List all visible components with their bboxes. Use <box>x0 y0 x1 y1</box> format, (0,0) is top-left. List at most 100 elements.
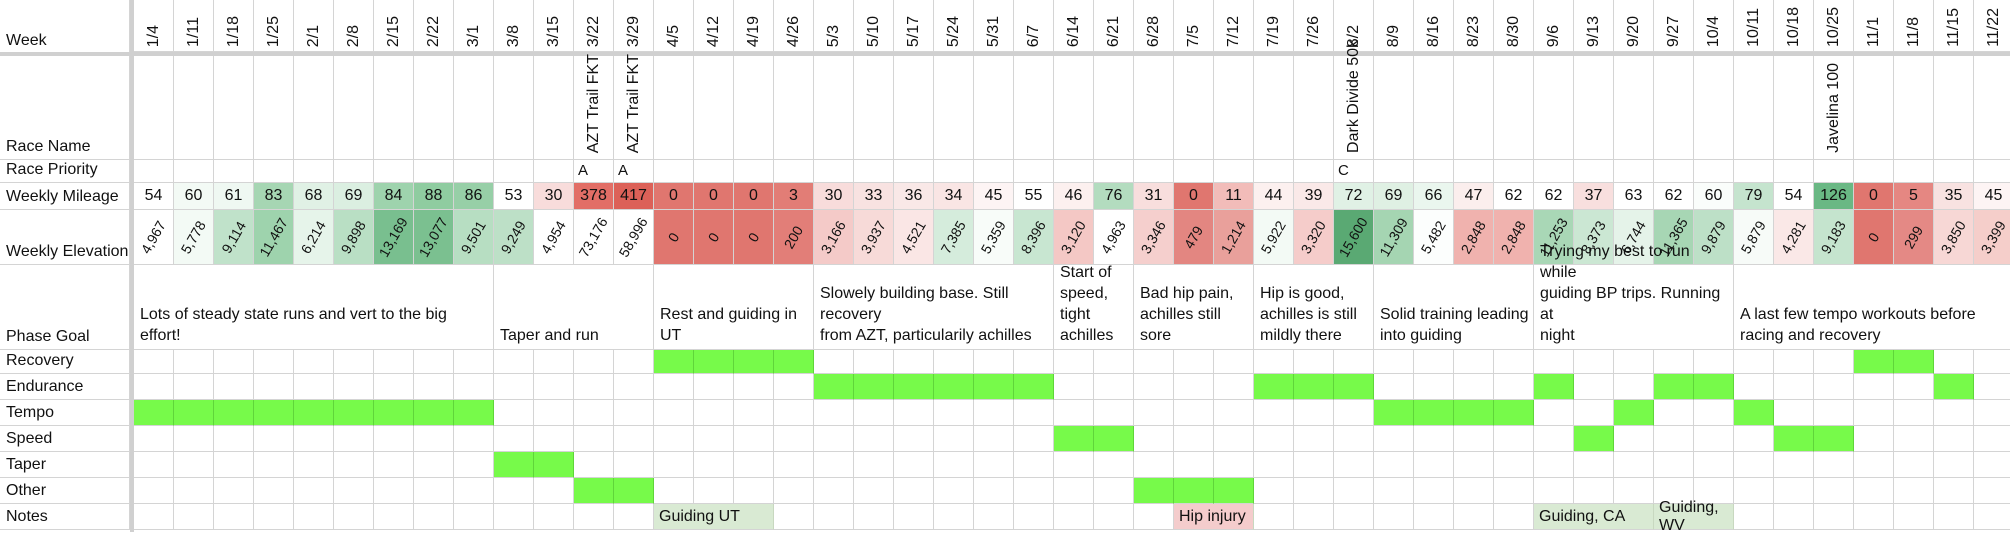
phase-speed-cell[interactable] <box>1614 426 1654 452</box>
phase-other-cell[interactable] <box>534 478 574 504</box>
weekly-mileage-cell[interactable]: 417 <box>614 183 654 210</box>
phase-other-cell[interactable] <box>1814 478 1854 504</box>
phase-recovery-cell[interactable] <box>534 350 574 374</box>
race-priority-cell[interactable] <box>1054 160 1094 183</box>
phase-speed-cell[interactable] <box>1454 426 1494 452</box>
phase-recovery-cell[interactable] <box>494 350 534 374</box>
phase-notes-cell[interactable] <box>1334 504 1374 530</box>
week-header-cell[interactable]: 4/19 <box>734 0 774 52</box>
phase-notes-cell[interactable] <box>174 504 214 530</box>
phase-endurance-cell[interactable] <box>814 374 854 400</box>
week-header-cell[interactable]: 1/25 <box>254 0 294 52</box>
phase-notes-cell[interactable] <box>1974 504 2010 530</box>
week-header-cell[interactable]: 5/31 <box>974 0 1014 52</box>
race-name-cell[interactable] <box>414 56 454 160</box>
phase-endurance-cell[interactable] <box>974 374 1014 400</box>
phase-endurance-cell[interactable] <box>854 374 894 400</box>
weekly-mileage-cell[interactable]: 86 <box>454 183 494 210</box>
week-header-cell[interactable]: 10/4 <box>1694 0 1734 52</box>
week-header-cell[interactable]: 8/9 <box>1374 0 1414 52</box>
week-header-cell[interactable]: 7/12 <box>1214 0 1254 52</box>
phase-recovery-cell[interactable] <box>1174 350 1214 374</box>
phase-taper-cell[interactable] <box>214 452 254 478</box>
weekly-mileage-cell[interactable]: 0 <box>654 183 694 210</box>
phase-recovery-cell[interactable] <box>1374 350 1414 374</box>
phase-endurance-cell[interactable] <box>1694 374 1734 400</box>
weekly-elevation-cell[interactable]: 9,898 <box>334 210 374 265</box>
phase-notes-cell[interactable] <box>1854 504 1894 530</box>
phase-other-cell[interactable] <box>1334 478 1374 504</box>
phase-recovery-cell[interactable] <box>1934 350 1974 374</box>
phase-other-cell[interactable] <box>494 478 534 504</box>
phase-recovery-cell[interactable] <box>1054 350 1094 374</box>
phase-taper-cell[interactable] <box>1494 452 1534 478</box>
phase-speed-cell[interactable] <box>534 426 574 452</box>
phase-endurance-cell[interactable] <box>1934 374 1974 400</box>
phase-recovery-cell[interactable] <box>974 350 1014 374</box>
phase-endurance-cell[interactable] <box>1974 374 2010 400</box>
phase-other-cell[interactable] <box>574 478 614 504</box>
weekly-mileage-cell[interactable]: 11 <box>1214 183 1254 210</box>
phase-goal-text[interactable]: A last few tempo workouts before racing … <box>1734 265 2010 350</box>
phase-endurance-cell[interactable] <box>1014 374 1054 400</box>
phase-speed-cell[interactable] <box>1934 426 1974 452</box>
week-header-cell[interactable]: 1/11 <box>174 0 214 52</box>
phase-endurance-cell[interactable] <box>1174 374 1214 400</box>
phase-taper-cell[interactable] <box>1414 452 1454 478</box>
race-name-cell[interactable] <box>334 56 374 160</box>
weekly-elevation-cell[interactable]: 2,848 <box>1454 210 1494 265</box>
phase-taper-cell[interactable] <box>1774 452 1814 478</box>
phase-other-cell[interactable] <box>774 478 814 504</box>
week-header-cell[interactable]: 8/2 <box>1334 0 1374 52</box>
phase-recovery-cell[interactable] <box>774 350 814 374</box>
phase-speed-cell[interactable] <box>1294 426 1334 452</box>
phase-taper-cell[interactable] <box>1694 452 1734 478</box>
phase-goal-text[interactable]: Lots of steady state runs and vert to th… <box>134 265 494 350</box>
phase-tempo-cell[interactable] <box>454 400 494 426</box>
weekly-elevation-cell[interactable]: 4,963 <box>1094 210 1134 265</box>
phase-tempo-cell[interactable] <box>1854 400 1894 426</box>
phase-other-cell[interactable] <box>1574 478 1614 504</box>
phase-taper-cell[interactable] <box>934 452 974 478</box>
weekly-mileage-cell[interactable]: 33 <box>854 183 894 210</box>
phase-other-cell[interactable] <box>1294 478 1334 504</box>
phase-other-cell[interactable] <box>174 478 214 504</box>
phase-notes-cell[interactable] <box>414 504 454 530</box>
weekly-elevation-cell[interactable]: 9,114 <box>214 210 254 265</box>
phase-recovery-cell[interactable] <box>734 350 774 374</box>
week-header-cell[interactable]: 9/27 <box>1654 0 1694 52</box>
weekly-elevation-cell[interactable]: 4,281 <box>1774 210 1814 265</box>
race-priority-cell[interactable]: A <box>574 160 614 183</box>
phase-tempo-cell[interactable] <box>934 400 974 426</box>
phase-tempo-cell[interactable] <box>734 400 774 426</box>
race-priority-cell[interactable] <box>1414 160 1454 183</box>
weekly-mileage-cell[interactable]: 68 <box>294 183 334 210</box>
phase-other-cell[interactable] <box>374 478 414 504</box>
phase-tempo-cell[interactable] <box>694 400 734 426</box>
phase-goal-text[interactable]: Taper and run <box>494 265 654 350</box>
race-priority-cell[interactable] <box>694 160 734 183</box>
weekly-mileage-cell[interactable]: 36 <box>894 183 934 210</box>
phase-tempo-cell[interactable] <box>1934 400 1974 426</box>
phase-tempo-cell[interactable] <box>974 400 1014 426</box>
race-name-cell[interactable] <box>1254 56 1294 160</box>
phase-speed-cell[interactable] <box>1814 426 1854 452</box>
phase-notes-cell[interactable] <box>1774 504 1814 530</box>
week-header-cell[interactable]: 10/18 <box>1774 0 1814 52</box>
phase-taper-cell[interactable] <box>374 452 414 478</box>
phase-taper-cell[interactable] <box>1334 452 1374 478</box>
phase-speed-cell[interactable] <box>334 426 374 452</box>
phase-endurance-cell[interactable] <box>894 374 934 400</box>
weekly-elevation-cell[interactable]: 479 <box>1174 210 1214 265</box>
race-name-cell[interactable]: AZT Trail FKT <box>614 54 654 160</box>
phase-endurance-cell[interactable] <box>1334 374 1374 400</box>
phase-recovery-cell[interactable] <box>654 350 694 374</box>
phase-recovery-cell[interactable] <box>1494 350 1534 374</box>
phase-tempo-cell[interactable] <box>1014 400 1054 426</box>
phase-notes-cell[interactable] <box>1294 504 1334 530</box>
phase-taper-cell[interactable] <box>734 452 774 478</box>
phase-notes-cell[interactable] <box>814 504 854 530</box>
race-priority-cell[interactable] <box>1494 160 1534 183</box>
phase-other-cell[interactable] <box>934 478 974 504</box>
race-priority-cell[interactable] <box>334 160 374 183</box>
